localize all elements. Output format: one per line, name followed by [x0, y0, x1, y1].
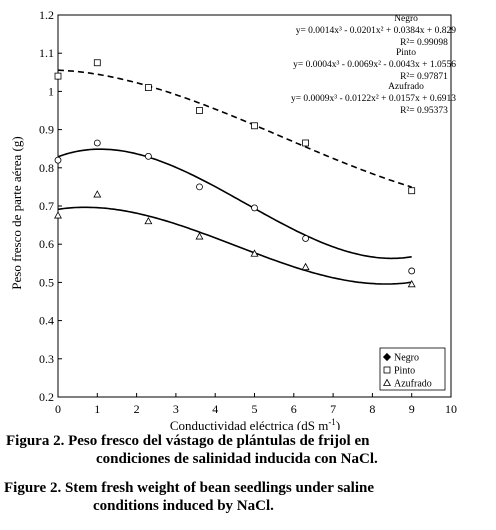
- y-tick-label: 0.2: [39, 390, 54, 404]
- data-point-pinto: [54, 72, 62, 80]
- equation-series-name: Azufrado: [388, 81, 424, 92]
- legend-marker: [383, 366, 391, 374]
- legend-label: Pinto: [394, 366, 415, 377]
- x-tick-label: 0: [55, 402, 61, 416]
- data-point-pinto: [408, 187, 416, 195]
- data-points: [54, 59, 416, 288]
- data-point-azufrado: [195, 232, 204, 240]
- equation-formula: y= 0.0014x³ - 0.0201x² + 0.0384x + 0.829: [296, 26, 457, 36]
- x-tick-label: 1: [94, 402, 100, 416]
- data-point-negro: [196, 183, 203, 191]
- equation-series-name: Pinto: [396, 48, 416, 58]
- equation-r2: R²= 0.99098: [400, 38, 448, 48]
- y-tick-label: 1: [48, 84, 54, 98]
- data-point-azufrado: [144, 216, 153, 225]
- caption-en-line2: conditions induced by NaCl.: [93, 498, 274, 514]
- data-point-negro: [251, 204, 258, 212]
- y-tick-label: 0.7: [39, 199, 54, 213]
- caption-en-line1: Figure 2. Stem fresh weight of bean seed…: [4, 480, 375, 496]
- y-tick-label: 0.6: [39, 237, 54, 251]
- legend-marker: [383, 378, 391, 386]
- data-point-azufrado: [407, 279, 416, 288]
- data-point-azufrado: [93, 190, 102, 198]
- data-point-azufrado: [54, 211, 62, 219]
- data-point-pinto: [144, 84, 152, 91]
- y-tick-label: 1.1: [39, 46, 54, 60]
- y-axis-label: Peso fresco de parte aérea (g): [9, 136, 24, 289]
- x-axis-ticks: 0 1 2 3 4 5 6 7 8 9 10: [55, 393, 457, 416]
- chart-area: 0.2 0.3 0.4 0.5 0.6 0.7 0.8 0.9 1 1.1 1.2 0 1 2 3 4 5 6 7…: [9, 8, 457, 430]
- data-point-negro: [144, 152, 152, 160]
- data-point-pinto: [196, 107, 203, 114]
- data-point-negro: [93, 139, 101, 147]
- y-tick-label: 1.2: [39, 8, 54, 22]
- legend-label: Azufrado: [394, 379, 432, 390]
- fit-curves: [57, 69, 412, 285]
- fit-curve-pinto: [57, 69, 412, 188]
- x-tick-label: 8: [369, 402, 375, 416]
- fit-curve-azufrado: [57, 206, 412, 285]
- caption-english: Figure 2. Stem fresh weight of bean seed…: [0, 479, 496, 515]
- y-tick-label: 0.3: [39, 352, 54, 366]
- data-point-negro: [408, 267, 416, 275]
- data-point-negro: [54, 156, 62, 164]
- data-point-negro: [302, 235, 309, 242]
- data-point-azufrado: [250, 249, 259, 257]
- y-tick-label: 0.9: [39, 123, 54, 137]
- caption-spanish: Figura 2. Peso fresco del vástago de plá…: [0, 432, 496, 468]
- data-point-azufrado: [301, 262, 310, 271]
- x-axis-label: Conductividad eléctrica (dS m-1): [170, 417, 340, 430]
- y-tick-label: 0.4: [39, 314, 54, 328]
- x-tick-label: 3: [173, 402, 179, 416]
- x-tick-label: 7: [330, 402, 336, 416]
- caption-es-line2: condiciones de salinidad inducida con Na…: [96, 451, 378, 467]
- y-tick-label: 0.5: [39, 275, 54, 289]
- x-tick-label: 4: [212, 402, 218, 416]
- fit-curve-negro: [57, 148, 412, 260]
- x-tick-label: 9: [409, 402, 415, 416]
- legend-marker: [382, 352, 392, 362]
- x-tick-label: 6: [291, 402, 297, 416]
- x-tick-label: 10: [445, 402, 457, 416]
- y-axis-ticks: 0.2 0.3 0.4 0.5 0.6 0.7 0.8 0.9 1 1.1 1.2: [39, 8, 62, 404]
- equations-block: Negro y= 0.0014x³ - 0.0201x² + 0.0384x + …: [291, 14, 456, 116]
- data-point-pinto: [93, 59, 101, 67]
- legend: Negro Pinto Azufrado: [379, 347, 446, 391]
- x-tick-label: 2: [134, 402, 140, 416]
- x-tick-label: 5: [252, 402, 258, 416]
- data-point-pinto: [302, 139, 309, 147]
- equation-formula: y= 0.0009x³ - 0.0122x² + 0.0157x + 0.691…: [291, 94, 456, 104]
- data-point-pinto: [251, 122, 258, 130]
- equation-r2: R²= 0.97871: [400, 72, 448, 82]
- legend-label: Negro: [394, 353, 419, 364]
- equation-r2: R²= 0.95373: [400, 106, 448, 116]
- caption-es-line1: Figura 2. Peso fresco del vástago de plá…: [6, 433, 370, 449]
- equation-formula: y= 0.0004x³ - 0.0069x² - 0.0043x + 1.055…: [293, 60, 456, 70]
- legend-box: [379, 347, 446, 391]
- equation-series-name: Negro: [394, 14, 418, 24]
- y-tick-label: 0.8: [39, 161, 54, 175]
